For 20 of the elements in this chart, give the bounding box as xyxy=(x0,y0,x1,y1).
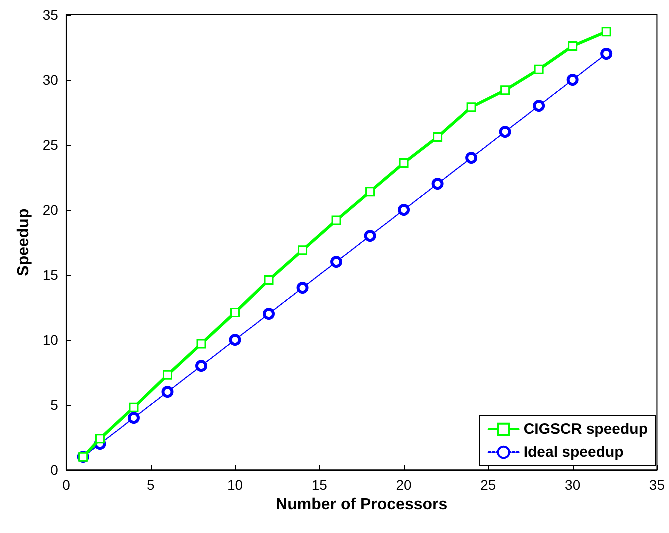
x-tick-label: 15 xyxy=(312,477,328,494)
y-tick-label: 25 xyxy=(42,137,59,154)
y-tick-label: 15 xyxy=(42,267,59,284)
y-tick-label: 5 xyxy=(50,397,59,414)
x-tick-label: 10 xyxy=(227,477,244,494)
y-tick-label: 30 xyxy=(42,72,59,88)
x-tick-label: 25 xyxy=(480,477,496,494)
legend-label: CIGSCR speedup xyxy=(524,421,648,438)
y-tick-label: 35 xyxy=(42,7,59,23)
y-axis-title: Speedup xyxy=(16,208,32,276)
x-tick-label: 30 xyxy=(565,477,581,494)
y-tick-label: 10 xyxy=(42,332,59,348)
x-tick-label: 0 xyxy=(62,477,71,494)
y-tick-label: 0 xyxy=(50,462,59,478)
x-tick-label: 20 xyxy=(396,477,412,494)
x-tick-label: 35 xyxy=(649,477,666,494)
x-axis-title: Number of Processors xyxy=(276,496,448,514)
legend-label: Ideal speedup xyxy=(524,444,624,461)
x-tick-label: 5 xyxy=(146,477,155,494)
y-tick-label: 20 xyxy=(42,202,59,218)
